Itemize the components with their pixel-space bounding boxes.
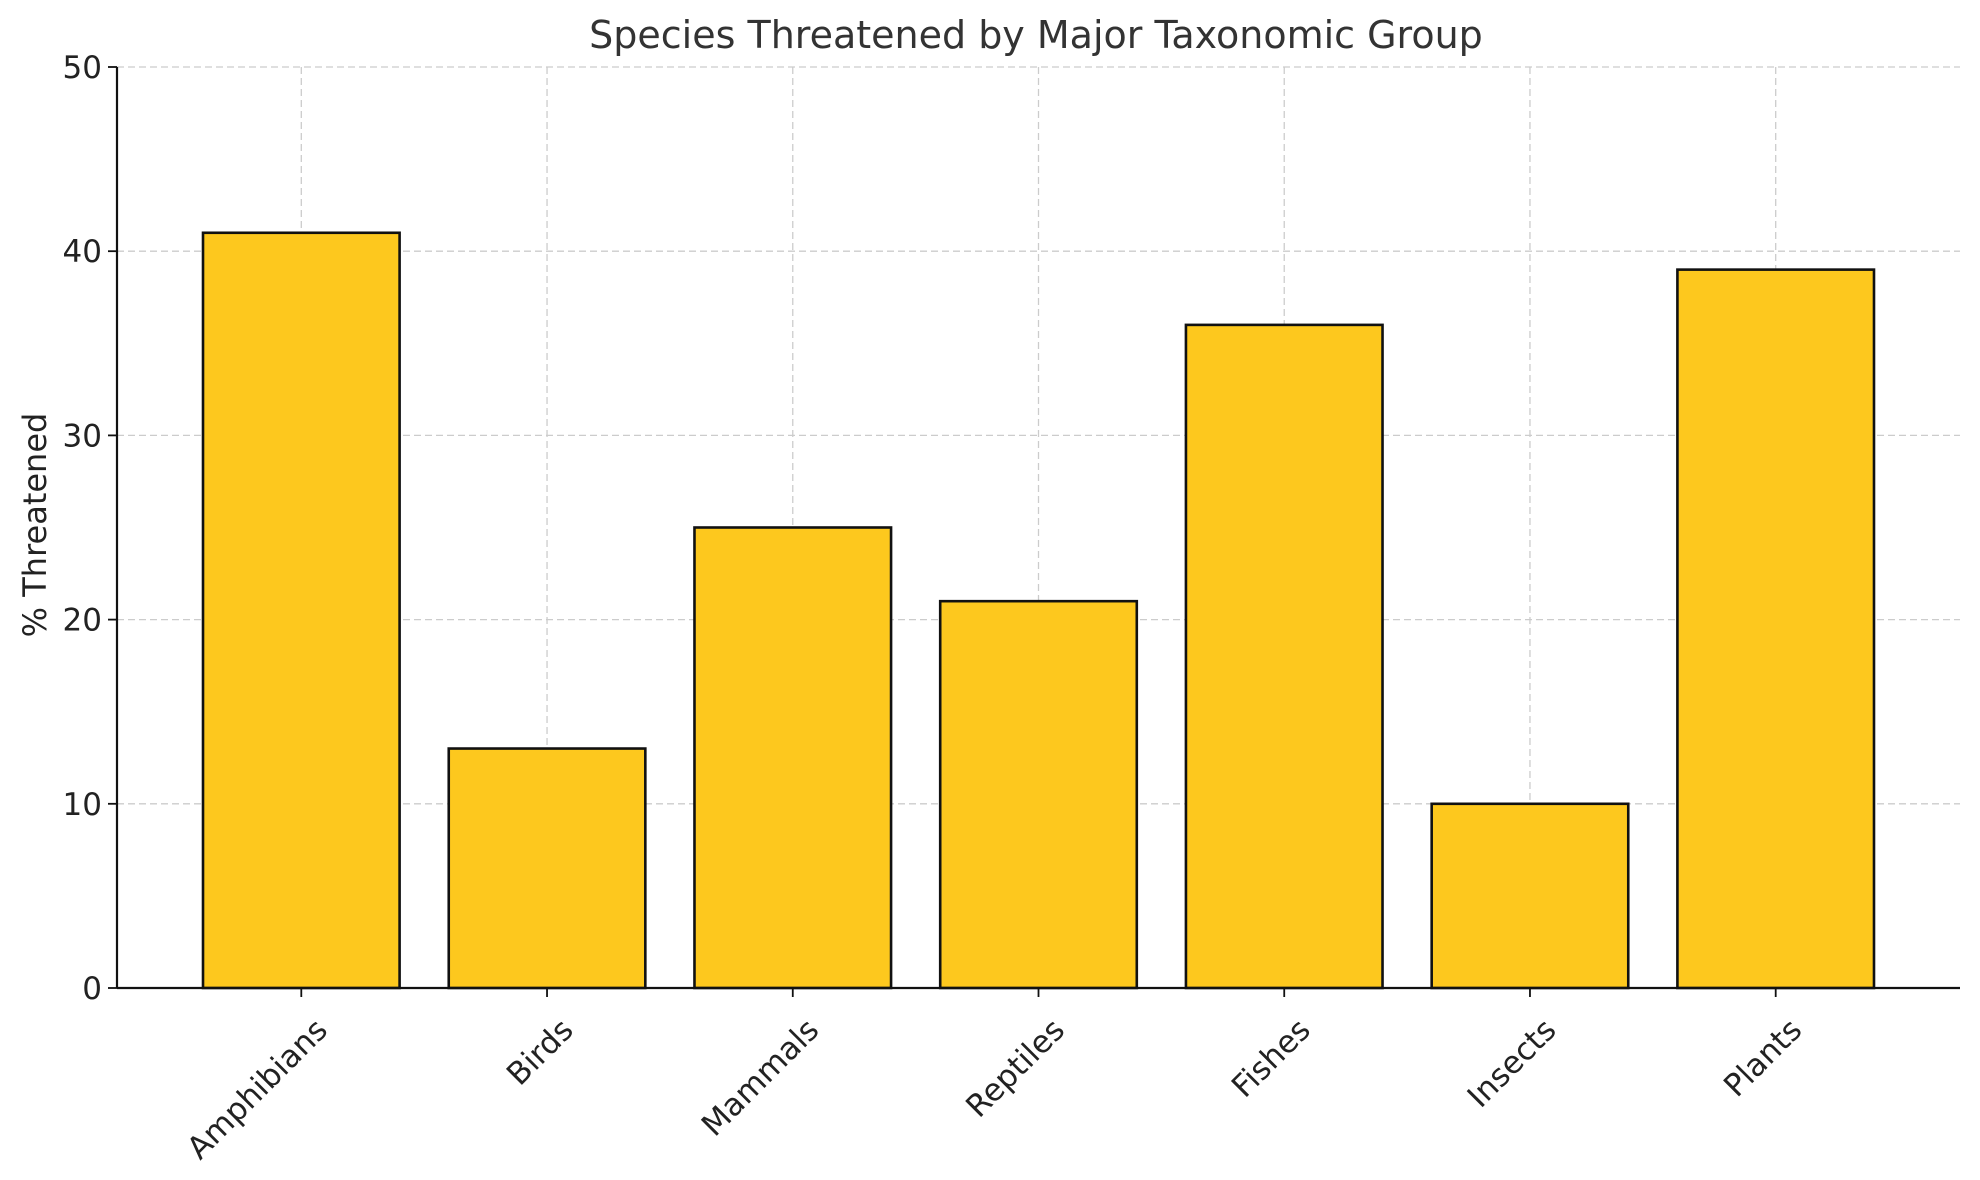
x-tick-label: Mammals bbox=[695, 1012, 826, 1143]
y-tick-label: 10 bbox=[63, 787, 102, 823]
chart-title: Species Threatened by Major Taxonomic Gr… bbox=[589, 13, 1483, 57]
y-axis-label: % Threatened bbox=[16, 413, 54, 638]
y-tick-label: 0 bbox=[82, 971, 102, 1007]
y-ticks: 0 10 20 30 40 50 bbox=[63, 50, 117, 1007]
y-tick-label: 40 bbox=[63, 234, 102, 270]
bars bbox=[201, 231, 1876, 990]
bar-fishes bbox=[1184, 323, 1384, 990]
bar-reptiles bbox=[938, 599, 1139, 990]
y-tick-label: 50 bbox=[63, 50, 102, 86]
x-tick-label: Amphibians bbox=[180, 1012, 334, 1166]
bar-insects bbox=[1430, 802, 1630, 990]
y-tick-label: 30 bbox=[63, 418, 102, 454]
bar-birds bbox=[447, 747, 647, 990]
bar-plants bbox=[1676, 268, 1876, 990]
bar-amphibians bbox=[201, 231, 401, 990]
x-tick-label: Reptiles bbox=[959, 1012, 1072, 1125]
x-tick-label: Plants bbox=[1717, 1012, 1809, 1104]
x-ticks: Amphibians Birds Mammals Reptiles Fishes Inse… bbox=[180, 988, 1809, 1167]
grid-layer bbox=[117, 66, 1960, 988]
x-tick-label: Fishes bbox=[1225, 1012, 1318, 1105]
x-tick-label: Birds bbox=[500, 1012, 581, 1093]
x-tick-label: Insects bbox=[1461, 1012, 1564, 1115]
y-tick-label: 20 bbox=[63, 603, 102, 639]
bar-mammals bbox=[693, 526, 893, 990]
